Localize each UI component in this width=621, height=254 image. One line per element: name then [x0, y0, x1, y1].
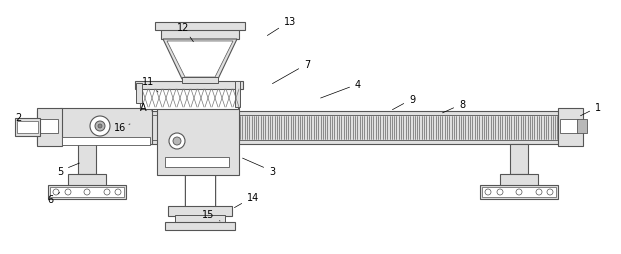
Circle shape: [547, 189, 553, 195]
Bar: [15, 120, 24, 133]
Text: 14: 14: [234, 192, 259, 208]
Bar: [15, 119, 40, 136]
Bar: [60, 108, 152, 145]
Bar: [185, 174, 215, 209]
Bar: [558, 108, 583, 146]
Bar: [577, 120, 587, 133]
Text: A: A: [140, 103, 152, 113]
Bar: [68, 174, 106, 186]
Bar: [235, 82, 240, 108]
Circle shape: [169, 133, 185, 149]
Text: 3: 3: [243, 158, 275, 176]
Bar: [48, 185, 126, 199]
Bar: [165, 157, 229, 167]
Text: 6: 6: [47, 193, 60, 204]
Bar: [40, 120, 58, 133]
Text: 2: 2: [15, 113, 21, 122]
Bar: [560, 120, 578, 133]
Text: 5: 5: [57, 163, 79, 176]
Text: 12: 12: [177, 23, 193, 43]
Circle shape: [90, 117, 110, 136]
Text: 13: 13: [268, 17, 296, 36]
Bar: [78, 145, 96, 174]
Bar: [50, 187, 124, 197]
Bar: [165, 222, 235, 230]
Bar: [482, 187, 556, 197]
Bar: [62, 137, 150, 146]
Bar: [22, 120, 40, 133]
Text: 4: 4: [320, 80, 361, 99]
Bar: [17, 121, 38, 133]
Bar: [168, 206, 232, 216]
Circle shape: [115, 189, 121, 195]
Circle shape: [53, 189, 59, 195]
Polygon shape: [163, 40, 237, 80]
Circle shape: [84, 189, 90, 195]
Text: 1: 1: [581, 103, 601, 116]
Bar: [136, 84, 142, 104]
Circle shape: [485, 189, 491, 195]
Circle shape: [516, 189, 522, 195]
Circle shape: [104, 189, 110, 195]
Bar: [37, 108, 62, 146]
Text: 8: 8: [443, 100, 465, 113]
Polygon shape: [167, 42, 233, 78]
Text: 15: 15: [202, 209, 220, 221]
Bar: [480, 185, 558, 199]
Circle shape: [65, 189, 71, 195]
Bar: [182, 78, 218, 84]
Bar: [135, 82, 243, 90]
Text: 11: 11: [142, 77, 158, 93]
Bar: [157, 108, 239, 175]
Bar: [37, 112, 578, 145]
Circle shape: [173, 137, 181, 146]
Text: 16: 16: [114, 122, 130, 133]
Bar: [155, 23, 245, 31]
Text: 7: 7: [273, 60, 310, 84]
Bar: [175, 215, 225, 223]
Bar: [140, 88, 238, 109]
Circle shape: [95, 121, 105, 132]
Circle shape: [497, 189, 503, 195]
Bar: [500, 174, 538, 186]
Polygon shape: [161, 28, 239, 40]
Text: 9: 9: [392, 95, 415, 110]
Circle shape: [536, 189, 542, 195]
Circle shape: [98, 124, 102, 129]
Bar: [510, 145, 528, 174]
